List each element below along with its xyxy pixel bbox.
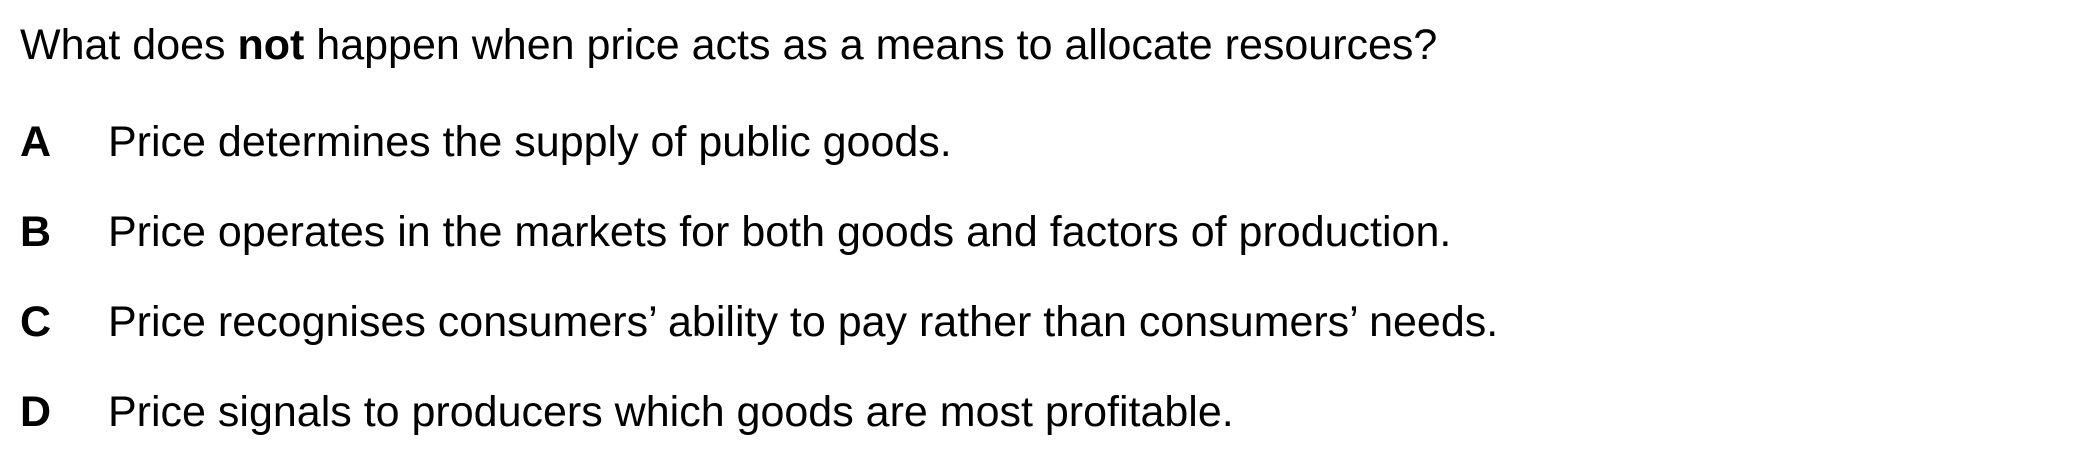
- option-text: Price operates in the markets for both g…: [108, 208, 1452, 256]
- option-text: Price signals to producers which goods a…: [108, 388, 1234, 436]
- question-text-before: What does: [20, 21, 238, 69]
- option-letter: B: [20, 208, 52, 256]
- question-emphasis: not: [237, 21, 305, 69]
- question-stem: What does not happen when price acts as …: [20, 14, 1437, 76]
- option-text: Price recognises consumers’ ability to p…: [108, 298, 1499, 346]
- option-letter: C: [20, 298, 52, 346]
- option-text: Price determines the supply of public go…: [108, 118, 952, 166]
- option-letter: A: [20, 118, 52, 166]
- option-letter: D: [20, 388, 52, 436]
- question-text-after: happen when price acts as a means to all…: [304, 21, 1438, 69]
